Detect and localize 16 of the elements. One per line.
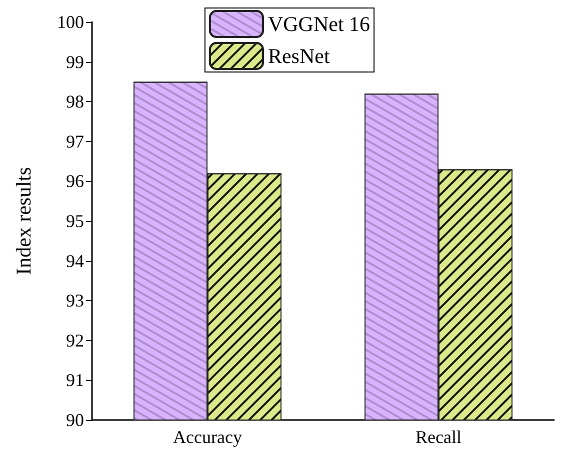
y-axis-title: Index results <box>12 167 36 275</box>
y-tick-label: 96 <box>66 171 84 192</box>
x-tick-label: Recall <box>416 427 462 447</box>
y-tick-label: 95 <box>66 211 84 231</box>
y-tick-label: 90 <box>66 410 84 430</box>
x-tick-label: Accuracy <box>173 427 242 447</box>
y-tick-label: 92 <box>66 330 84 350</box>
legend-label: VGGNet 16 <box>268 12 370 36</box>
y-tick-label: 100 <box>57 12 84 32</box>
legend-label: ResNet <box>268 44 330 68</box>
y-tick-label: 97 <box>66 131 84 152</box>
y-tick-label: 91 <box>66 370 84 390</box>
y-tick-label: 94 <box>66 250 84 271</box>
y-tick-label: 99 <box>66 52 84 72</box>
y-tick-label: 98 <box>66 92 84 112</box>
y-tick-label: 93 <box>66 290 84 311</box>
